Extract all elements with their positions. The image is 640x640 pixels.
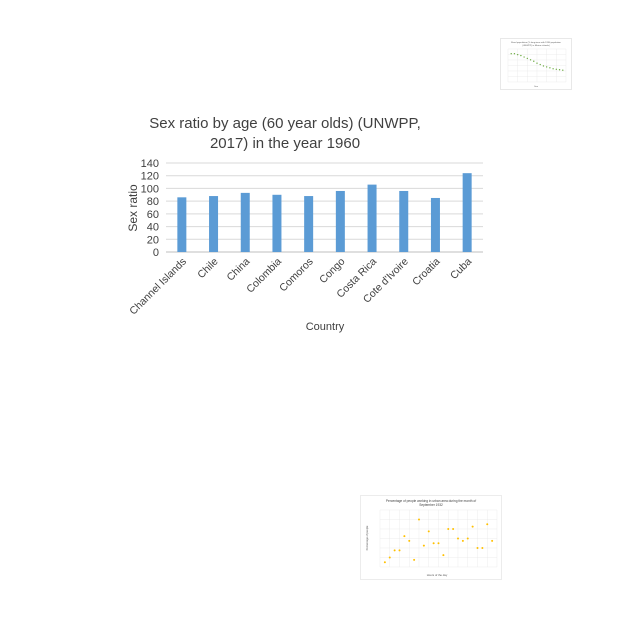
y-tick-label: 40 (147, 222, 159, 234)
scatter-point (542, 65, 545, 67)
x-axis-label: Country (306, 321, 345, 333)
scatter-point (403, 535, 406, 538)
scatter-point (437, 542, 440, 545)
bar (399, 190, 409, 252)
scatter-point (526, 57, 529, 60)
thumbnail-title-line-1: Rural population (% long-term with 1990 … (511, 41, 562, 44)
x-tick-labels: Channel Islands Chile ChinaColombiaComoros… (127, 256, 474, 318)
scatter-point (520, 54, 522, 57)
scatter-point (529, 59, 532, 61)
scatter-point (466, 537, 469, 540)
scatter-point (418, 518, 420, 521)
x-tick-label: Cuba (448, 256, 474, 282)
scatter-point (452, 528, 455, 530)
scatter-point (545, 66, 548, 68)
thumbnail-title-line-1: Percentage of people working in urban ar… (386, 499, 476, 503)
scatter-point (393, 549, 396, 552)
scatter-point (513, 53, 516, 55)
scatter-point (549, 67, 551, 69)
y-tick-label: 60 (147, 209, 159, 221)
scatter-point (476, 547, 479, 549)
urban-work-thumbnail-chart: Percentage of people working in urban ar… (360, 495, 502, 580)
y-tick-label: 80 (147, 196, 159, 208)
scatter-point (447, 528, 450, 530)
x-tick-label: Comoros (277, 256, 316, 295)
x-tick-label: Croatia (410, 256, 443, 289)
y-tick-label: 0 (153, 247, 159, 259)
thumbnail-border (360, 495, 502, 580)
y-gridlines (166, 162, 483, 240)
scatter-point (533, 60, 535, 62)
thumbnail-points (510, 53, 564, 71)
chart-title-line-2: 2017) in the year 1960 (210, 135, 360, 152)
bar (304, 196, 314, 252)
scatter-point (427, 530, 430, 533)
bars (177, 173, 472, 252)
thumbnail-title-line-2: September 1932 (419, 503, 443, 507)
scatter-point (523, 56, 525, 58)
thumbnail-border (500, 38, 572, 90)
bar (240, 192, 250, 252)
scatter-point (383, 561, 386, 564)
bar (430, 197, 440, 252)
x-tick-label: China (224, 256, 252, 284)
scatter-point (558, 69, 561, 71)
rural-population-thumbnail-chart: Rural population (% long-term with 1990 … (500, 38, 572, 90)
thumbnail-title-line-2: (UNWPP) in Marine islands) (522, 44, 550, 47)
x-tick-label: Chile (195, 256, 221, 282)
scatter-point (398, 549, 401, 552)
bar (335, 190, 345, 252)
scatter-point (552, 68, 554, 70)
y-tick-label: 20 (147, 234, 159, 246)
scatter-point (516, 53, 519, 56)
scatter-point (461, 539, 464, 542)
scatter-point (442, 554, 445, 557)
bar (177, 197, 187, 252)
x-tick-label: Congo (317, 256, 347, 286)
chart-title-line-1: Sex ratio by age (60 year olds) (UNWPP, (149, 115, 421, 132)
bar (462, 173, 472, 252)
scatter-point (408, 539, 411, 542)
scatter-point (457, 537, 459, 540)
scatter-point (562, 69, 564, 71)
scatter-point (481, 547, 484, 549)
scatter-point (432, 542, 435, 545)
thumbnail-x-axis-label: Hours of the day (427, 573, 448, 577)
x-tick-label: Channel Islands (127, 256, 189, 318)
scatter-point (486, 523, 489, 526)
y-tick-label: 140 (141, 158, 159, 170)
scatter-point (388, 556, 391, 559)
scatter-point (422, 544, 425, 547)
scatter-point (539, 63, 541, 66)
thumbnail-points (383, 518, 494, 564)
y-tick-label: 120 (141, 171, 159, 183)
scatter-point (413, 558, 416, 561)
bar (209, 196, 219, 252)
scatter-point (510, 53, 512, 55)
thumbnail-y-axis-label: Percentage of people (365, 525, 369, 550)
y-tick-label: 100 (141, 183, 159, 195)
scatter-point (471, 525, 474, 528)
bar (367, 184, 377, 252)
bar (272, 194, 282, 252)
thumbnail-grid (507, 48, 567, 83)
x-tick-label: Colombia (244, 256, 284, 296)
thumbnail-x-axis-label: Year (534, 86, 538, 88)
scatter-point (536, 62, 538, 64)
scatter-point (555, 68, 558, 70)
y-axis-label: Sex ratio (126, 184, 140, 232)
scatter-point (491, 539, 494, 542)
